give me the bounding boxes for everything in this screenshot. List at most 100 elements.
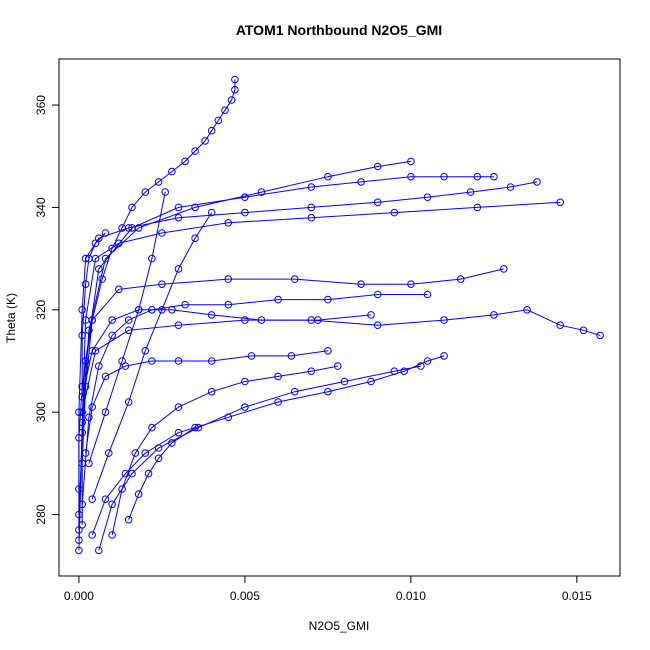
data-point [207, 387, 216, 396]
series-line [85, 350, 328, 454]
data-point [98, 275, 106, 283]
data-point [101, 254, 110, 263]
data-point [131, 449, 140, 457]
data-point [423, 290, 432, 299]
data-point [124, 515, 133, 524]
data-point [490, 311, 498, 319]
data-point [148, 254, 156, 263]
data-point [334, 362, 342, 370]
series-group [78, 306, 375, 401]
data-point [221, 106, 229, 114]
data-point [181, 157, 189, 166]
data-point [407, 280, 415, 289]
series-line [81, 79, 236, 525]
data-point [407, 157, 415, 166]
data-point [367, 377, 375, 386]
data-point [556, 198, 565, 207]
data-point [490, 172, 498, 181]
series-group [95, 362, 425, 555]
series-line [78, 232, 106, 489]
data-point [174, 321, 183, 330]
data-point [174, 203, 183, 212]
data-point [128, 469, 136, 478]
data-point [407, 172, 415, 181]
series-group [78, 306, 604, 417]
data-point [78, 408, 86, 417]
data-point [85, 459, 93, 468]
data-point [400, 367, 409, 376]
data-point [128, 203, 136, 212]
series-group [124, 423, 199, 524]
data-point [78, 382, 86, 391]
data-point [274, 398, 282, 406]
data-point [105, 449, 113, 457]
data-point [373, 162, 382, 171]
data-point [417, 362, 425, 370]
data-point [324, 295, 332, 304]
data-point [88, 316, 96, 324]
data-point [287, 352, 296, 360]
x-tick-label: 0.005 [230, 589, 260, 603]
data-point [108, 500, 116, 509]
data-point [274, 372, 282, 381]
data-point [191, 234, 199, 242]
data-point [181, 300, 189, 309]
data-point [148, 423, 156, 432]
series-line [98, 365, 421, 551]
data-point [373, 290, 382, 299]
data-point [88, 347, 96, 355]
data-point [290, 275, 299, 283]
data-point [108, 331, 116, 340]
data-point [78, 306, 86, 314]
data-point [95, 362, 103, 370]
data-point [247, 352, 256, 360]
data-point [191, 147, 199, 155]
x-tick-label: 0.015 [562, 589, 592, 603]
data-point [154, 444, 163, 452]
data-point [224, 275, 233, 283]
series-line [88, 192, 166, 464]
series-line [78, 201, 561, 551]
x-tick-label: 0.000 [64, 589, 94, 603]
series-line [81, 309, 372, 397]
data-point [241, 403, 249, 411]
x-axis-label: N2O5_GMI [309, 619, 370, 633]
series-line [128, 427, 196, 520]
data-point [307, 203, 316, 212]
data-point [423, 193, 432, 201]
data-point [191, 423, 199, 432]
series-layer [75, 75, 604, 555]
data-point [108, 531, 116, 539]
data-point [75, 546, 83, 555]
data-point [81, 280, 90, 289]
data-point [357, 280, 365, 289]
data-point [373, 321, 382, 330]
data-point [224, 219, 233, 227]
y-tick-label: 320 [34, 299, 48, 319]
data-point [88, 495, 96, 504]
data-point [148, 357, 156, 365]
y-axis: 280 300 320 340 360 [34, 95, 60, 525]
series-group [78, 290, 432, 509]
series-line [81, 294, 428, 505]
y-tick-label: 340 [34, 197, 48, 217]
series-group [75, 198, 565, 555]
data-point [95, 265, 103, 273]
data-point [596, 331, 604, 340]
data-point [241, 316, 249, 324]
data-point [324, 347, 332, 355]
data-point [78, 331, 86, 340]
data-point [390, 208, 399, 217]
data-point [108, 316, 116, 324]
data-point [500, 265, 508, 273]
data-point [85, 413, 93, 422]
data-point [141, 449, 150, 457]
data-point [158, 229, 166, 237]
data-point [161, 188, 169, 196]
data-point [456, 275, 465, 283]
data-point [533, 178, 541, 186]
data-point [75, 536, 83, 545]
data-point [201, 137, 209, 145]
series-group [78, 75, 239, 529]
